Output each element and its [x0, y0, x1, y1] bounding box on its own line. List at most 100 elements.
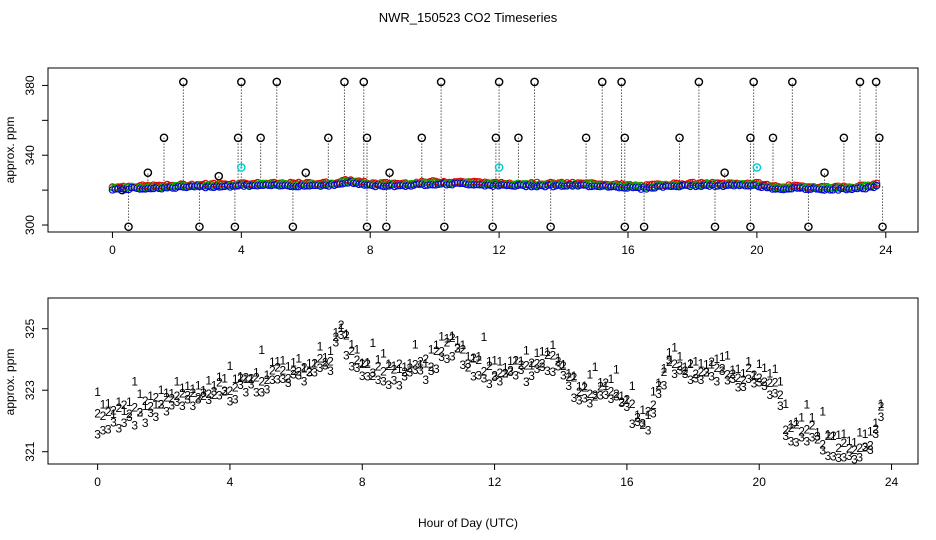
series-1-point: 1: [639, 403, 646, 417]
series-3-point: 3: [242, 385, 249, 399]
series-2-point: 2: [465, 361, 472, 375]
series-1-point: 1: [687, 357, 694, 371]
spike-point: [875, 133, 884, 143]
series-2-point: 2: [290, 364, 297, 378]
low-point: [382, 222, 391, 232]
series-2-point: 2: [195, 390, 202, 404]
series-2-point: 2: [391, 363, 398, 377]
series-1-point: 1: [502, 360, 509, 374]
series-2-point: 2: [856, 441, 863, 455]
series-1-point: 1: [163, 386, 170, 400]
series-1-point: 1: [449, 329, 456, 343]
series-1-point: 1: [830, 429, 837, 443]
series-2-point: 2: [258, 375, 265, 389]
series-1-point: 1: [433, 338, 440, 352]
spike-point: [788, 77, 797, 87]
series-3-point: 3: [576, 394, 583, 408]
series-3-point: 3: [528, 369, 535, 383]
series-1-point: 1: [459, 338, 466, 352]
series-2-point: 2: [227, 384, 234, 398]
series-1-point: 1: [444, 332, 451, 346]
series-3-point: 3: [671, 367, 678, 381]
series-1-point: 1: [777, 375, 784, 389]
spike-point: [581, 133, 591, 143]
bottom-y-axis: 321 323 325: [23, 318, 48, 462]
series-2-point: 2: [788, 421, 795, 435]
series-3-point: 3: [100, 424, 107, 438]
series-3-point: 3: [502, 366, 509, 380]
x-tick-label: 0: [94, 475, 101, 489]
series-2-point: 2: [565, 370, 572, 384]
series-point: [872, 181, 881, 190]
series-3-point: 3: [597, 389, 604, 403]
x-tick-label: 20: [750, 243, 764, 257]
series-3-point: 3: [862, 440, 869, 454]
series-2-point: 2: [830, 429, 837, 443]
series-3-point: 3: [152, 410, 159, 424]
series-3-point: 3: [830, 449, 837, 463]
series-2-point: 2: [804, 423, 811, 437]
series-3-point: 3: [835, 451, 842, 465]
series-1-point: 1: [666, 345, 673, 359]
series-3-point: 3: [158, 398, 165, 412]
series-2-point: 2: [242, 370, 249, 384]
series-2-point: 2: [422, 352, 429, 366]
series-1-point: 1: [359, 356, 366, 370]
series-3-point: 3: [205, 393, 212, 407]
series-2-point: 2: [163, 391, 170, 405]
series-3-point: 3: [200, 386, 207, 400]
series-3-point: 3: [126, 410, 133, 424]
series-2-point: 2: [438, 344, 445, 358]
bottom-plot-frame: [47, 297, 919, 465]
series-1-point: 1: [761, 361, 768, 375]
series-3-point: 3: [110, 416, 117, 430]
series-2-point: 2: [221, 385, 228, 399]
series-1-point: 1: [608, 372, 615, 386]
flag-point: [237, 163, 246, 172]
y-tick-label: 340: [23, 145, 37, 165]
series-3-point: 3: [465, 357, 472, 371]
series-2-point: 2: [872, 422, 879, 436]
series-1-point: 1: [645, 408, 652, 422]
series-3-point: 3: [724, 373, 731, 387]
series-3-point: 3: [650, 406, 657, 420]
series-1-point: 1: [486, 354, 493, 368]
series-2-point: 2: [740, 373, 747, 387]
top-data-marks: [108, 77, 887, 232]
spike-point: [359, 77, 369, 87]
series-1-point: 1: [100, 398, 107, 412]
series-3-point: 3: [475, 369, 482, 383]
series-2-point: 2: [417, 355, 424, 369]
series-2-point: 2: [295, 365, 302, 379]
series-2-point: 2: [459, 342, 466, 356]
series-3-point: 3: [253, 385, 260, 399]
series-1-point: 1: [714, 352, 721, 366]
series-3-point: 3: [422, 373, 429, 387]
series-3-point: 3: [232, 392, 239, 406]
series-1-point: 1: [878, 397, 885, 411]
series-2-point: 2: [491, 369, 498, 383]
series-2-point: 2: [825, 429, 832, 443]
x-tick-label: 8: [359, 475, 366, 489]
series-3-point: 3: [766, 388, 773, 402]
series-2-point: 2: [761, 375, 768, 389]
series-3-point: 3: [412, 363, 419, 377]
series-3-point: 3: [417, 364, 424, 378]
spike-point: [820, 168, 829, 177]
spike-point: [694, 77, 704, 87]
series-3-point: 3: [348, 360, 355, 374]
series-2-point: 2: [354, 353, 361, 367]
series-1-point: 1: [380, 346, 387, 360]
spike-point: [159, 133, 169, 143]
spike-point: [749, 77, 758, 87]
series-1-point: 1: [407, 356, 414, 370]
series-1-point: 1: [518, 354, 525, 368]
x-axis-label: Hour of Day (UTC): [418, 516, 518, 530]
series-3-point: 3: [719, 364, 726, 378]
series-1-point: 1: [534, 346, 541, 360]
series-3-point: 3: [692, 371, 699, 385]
series-3-point: 3: [856, 450, 863, 464]
x-tick-label: 16: [620, 475, 634, 489]
series-1-point: 1: [602, 379, 609, 393]
spike-point: [620, 133, 630, 143]
